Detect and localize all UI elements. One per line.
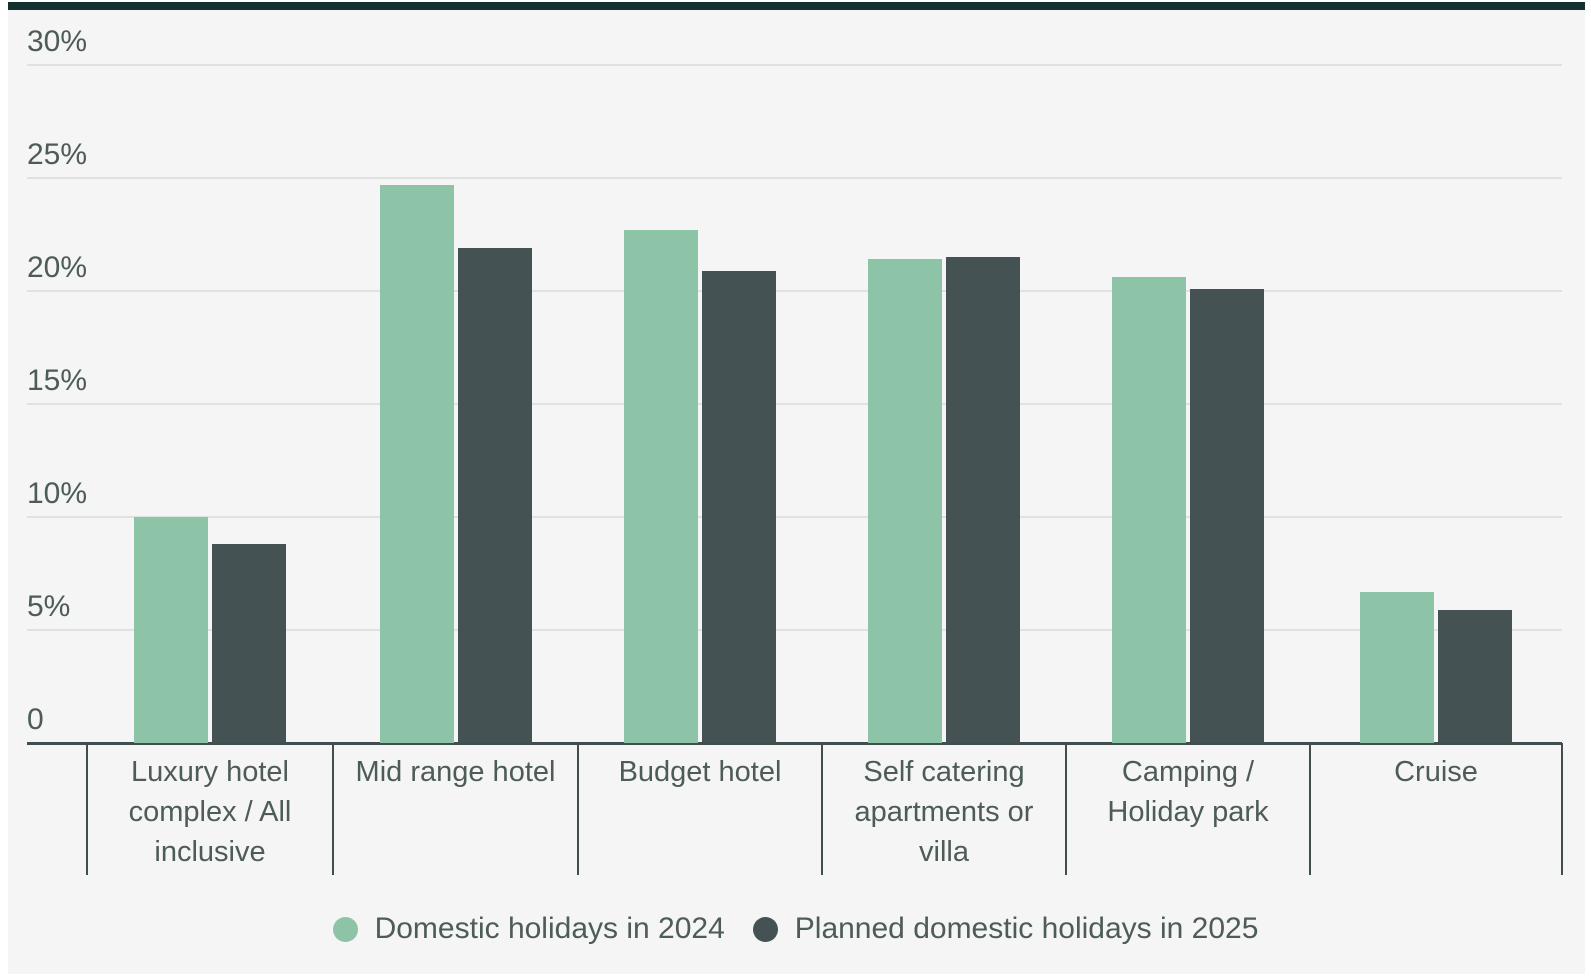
legend-item: Planned domestic holidays in 2025 [752,912,1259,946]
chart-legend: Domestic holidays in 2024 Planned domesti… [0,912,1591,946]
legend-item: Domestic holidays in 2024 [332,912,725,946]
chart-card [8,2,1585,974]
legend-label: Domestic holidays in 2024 [374,912,725,945]
legend-swatch-icon [752,916,778,942]
legend-label: Planned domestic holidays in 2025 [794,912,1259,945]
legend-swatch-icon [332,916,358,942]
top-accent-bar [8,2,1585,10]
